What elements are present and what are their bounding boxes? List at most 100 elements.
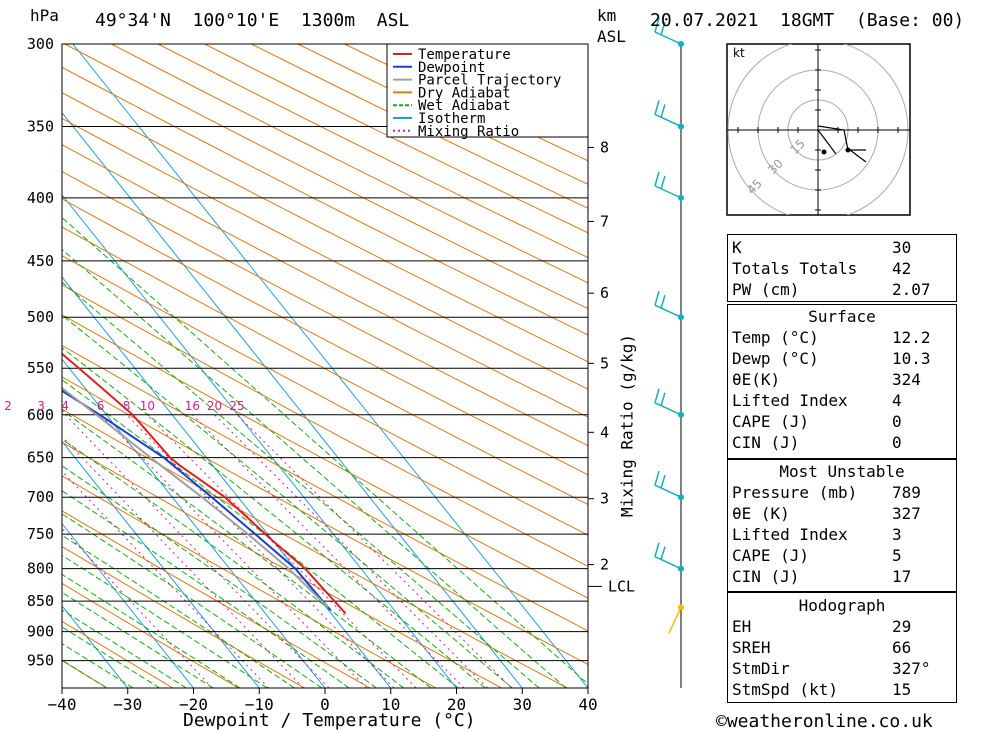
- wind-barb-icon: [654, 291, 682, 318]
- asl-label: ASL: [597, 27, 626, 46]
- km-tick-label: 6: [600, 284, 609, 302]
- mu-row: Lifted Index 3: [728, 524, 956, 545]
- wet-adiabat-line: [62, 216, 588, 685]
- wet-adiabat-line: [62, 248, 567, 688]
- surface-value: 0: [892, 433, 902, 452]
- wet-adiabat-line: [62, 465, 377, 688]
- wet-adiabat-line: [62, 554, 268, 688]
- mixing-ratio-label: 8: [123, 399, 131, 413]
- datetime-title: 20.07.2021 18GMT (Base: 00): [650, 10, 965, 31]
- y-tick-label: 650: [27, 449, 54, 467]
- hodo-row: StmSpd (kt) 15: [728, 679, 956, 700]
- mu-value: 17: [892, 567, 912, 586]
- hodograph-table: Hodograph EH 29 SREH 66 StmDir 327° StmSpd …: [728, 595, 956, 700]
- wet-adiabat-line: [62, 626, 160, 688]
- y-tick-label: 850: [27, 592, 54, 610]
- surface-label: Dewp (°C): [732, 349, 819, 368]
- surface-value: 12.2: [892, 328, 931, 347]
- hodograph-point: [845, 147, 851, 153]
- legend-label: Mixing Ratio: [418, 124, 519, 140]
- index-row: K 30: [728, 237, 956, 258]
- mixing-ratio-label: 10: [140, 399, 155, 413]
- mixing-ratio-label: 16: [185, 399, 200, 413]
- isotherm-line: [62, 605, 129, 688]
- wet-adiabat-line: [62, 281, 540, 688]
- mu-row: Pressure (mb) 789: [728, 482, 956, 503]
- mu-value: 789: [892, 483, 921, 502]
- dry-adiabat-line: [62, 284, 588, 567]
- dry-adiabat-line: [62, 170, 588, 447]
- hodograph-point: [821, 149, 827, 155]
- mixing-ratio-line: [214, 414, 488, 688]
- surface-row: CIN (J) 0: [728, 432, 956, 453]
- x-tick-label: 30: [513, 695, 532, 714]
- legend-label: Dewpoint: [418, 60, 485, 76]
- isotherm-line: [62, 440, 260, 688]
- wet-adiabat-line: [62, 513, 322, 688]
- surface-label: CAPE (J): [732, 412, 810, 431]
- isotherm-line: [62, 522, 194, 688]
- surface-label: Temp (°C): [732, 328, 819, 347]
- legend-label: Temperature: [418, 47, 511, 63]
- dry-adiabat-line: [111, 44, 588, 284]
- hodo-value: 327°: [892, 659, 931, 678]
- x-tick-label: −20: [179, 695, 208, 714]
- km-tick-label: 7: [600, 212, 609, 230]
- mu-row: CAPE (J) 5: [728, 545, 956, 566]
- indices-panel: K 30 Totals Totals 42 PW (cm) 2.07: [727, 234, 957, 302]
- dry-adiabat-line: [62, 376, 588, 666]
- wind-barb-icon: [654, 388, 682, 416]
- wet-adiabat-line: [62, 379, 459, 688]
- most-unstable-panel: Most Unstable Pressure (mb) 789 θE (K) 327…: [727, 459, 957, 592]
- wet-adiabat-line: [62, 573, 241, 688]
- mixing-ratio-label: 20: [207, 399, 222, 413]
- surface-row: CAPE (J) 0: [728, 411, 956, 432]
- wind-barb-icon: [668, 607, 682, 634]
- surface-value: 4: [892, 391, 902, 410]
- wet-adiabat-line: [62, 409, 432, 688]
- surface-row: Dewp (°C) 10.3: [728, 348, 956, 369]
- skewt-axes: 3003504004505005506006507007508008509009…: [4, 35, 635, 714]
- dry-adiabat-line: [62, 117, 588, 390]
- x-tick-label: 20: [447, 695, 466, 714]
- mu-label: θE (K): [732, 504, 790, 523]
- y-tick-label: 450: [27, 252, 54, 270]
- dry-adiabat-line: [62, 546, 305, 688]
- y-tick-label: 800: [27, 560, 54, 578]
- wind-barb-icon: [654, 471, 682, 498]
- mu-label: Pressure (mb): [732, 483, 858, 502]
- dry-adiabat-line: [62, 92, 588, 363]
- surface-label: CIN (J): [732, 433, 800, 452]
- skewt-series: [62, 352, 347, 615]
- km-tick-label: 4: [600, 423, 609, 441]
- y-tick-label: 900: [27, 623, 54, 641]
- dry-adiabat-line: [62, 510, 371, 688]
- index-label: PW (cm): [732, 280, 800, 299]
- mu-label: CIN (J): [732, 567, 800, 586]
- dry-adiabat-line: [62, 620, 174, 688]
- wind-barb-icon: [654, 171, 682, 199]
- legend-label: Dry Adiabat: [418, 85, 511, 101]
- surface-title: Surface: [808, 307, 876, 326]
- indices-table: K 30 Totals Totals 42 PW (cm) 2.07: [728, 237, 956, 300]
- y-tick-label: 300: [27, 35, 54, 53]
- wind-barb-column: [654, 17, 684, 688]
- x-tick-label: −10: [245, 695, 274, 714]
- surface-row: θE(K) 324: [728, 369, 956, 390]
- hodo-label: SREH: [732, 638, 771, 657]
- hodograph-title: Hodograph: [798, 596, 886, 615]
- surface-value: 0: [892, 412, 902, 431]
- legend-box: [386, 43, 589, 138]
- index-value: 30: [892, 238, 912, 257]
- isotherm-line: [62, 194, 457, 688]
- lcl-label: LCL: [608, 577, 635, 595]
- dry-adiabat-line: [62, 314, 588, 599]
- hodo-label: StmDir: [732, 659, 790, 678]
- surface-panel: Surface Temp (°C) 12.2 Dewp (°C) 10.3 θE(K…: [727, 304, 957, 459]
- parcel-trajectory-line: [62, 386, 329, 609]
- index-label: Totals Totals: [732, 259, 858, 278]
- hodo-value: 15: [892, 680, 912, 699]
